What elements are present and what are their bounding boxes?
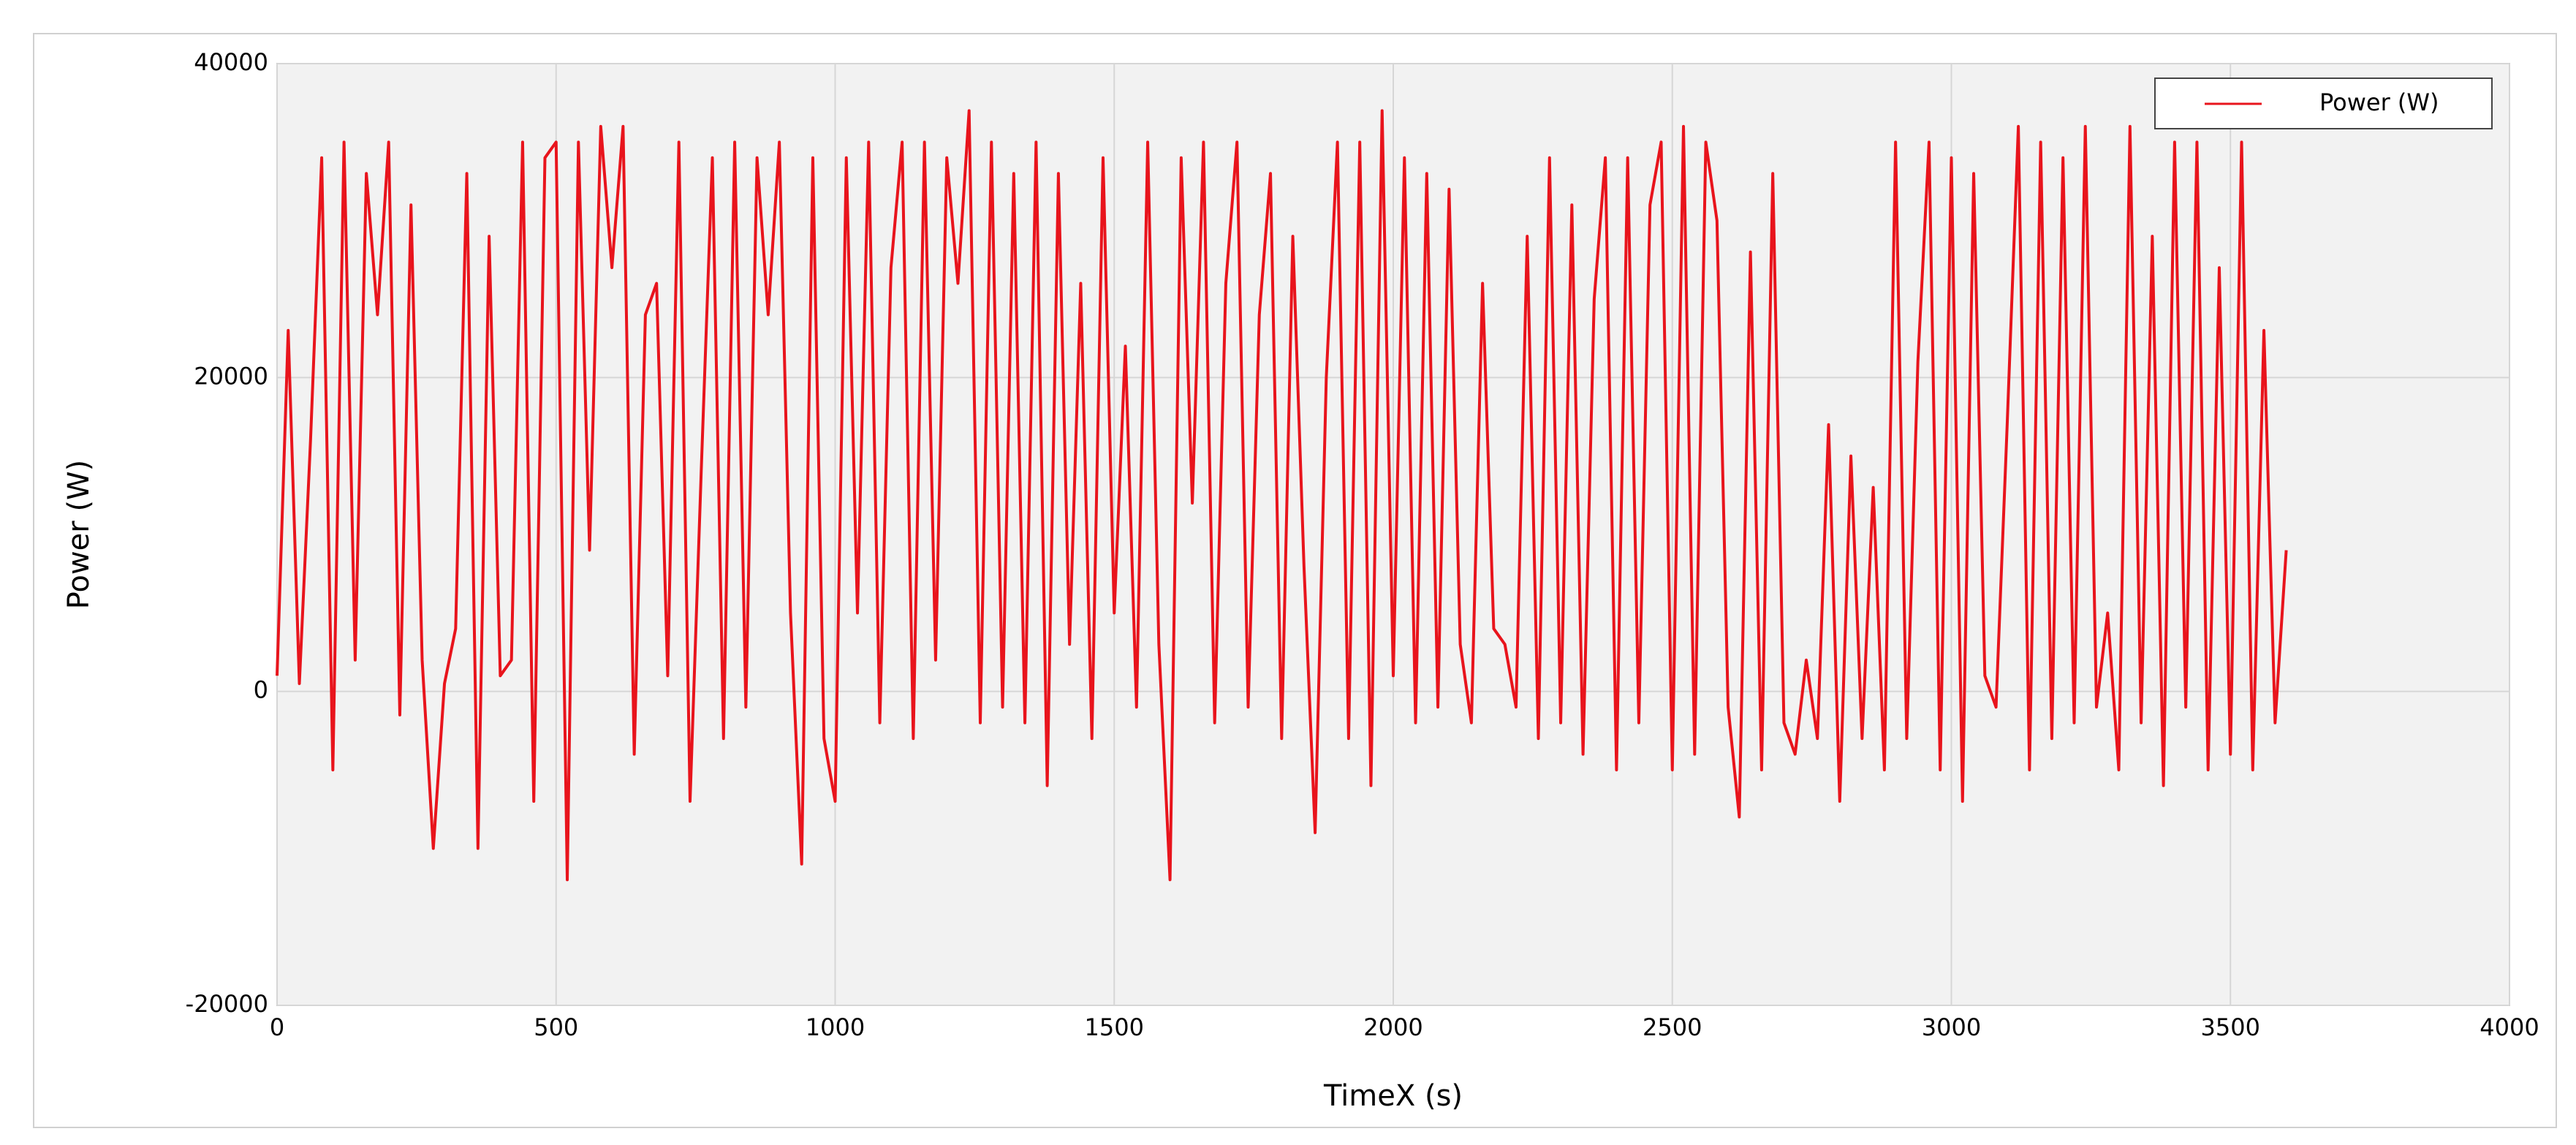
y-tick-label: 20000 [194,362,268,390]
x-tick-label: 2500 [1643,1013,1702,1041]
x-tick-label: 2000 [1363,1013,1423,1041]
marks [276,109,2288,882]
legend: Power (W) [2154,78,2493,129]
x-tick-label: 500 [534,1013,578,1041]
x-tick-label: 1000 [806,1013,865,1041]
legend-label: Power (W) [2319,88,2439,116]
x-tick-label: 3500 [2201,1013,2260,1041]
line [276,109,2288,882]
x-tick-label: 3000 [1922,1013,1981,1041]
x-tick-label: 0 [270,1013,284,1041]
x-axis-title: TimeX (s) [1323,1079,1463,1113]
x-tick-label: 1500 [1085,1013,1144,1041]
y-tick-label: 0 [254,676,268,704]
y-axis-title: Power (W) [62,460,96,609]
y-tick-label: 40000 [194,48,268,76]
y-tick-label: -20000 [186,990,268,1018]
x-tick-label: 4000 [2480,1013,2539,1041]
